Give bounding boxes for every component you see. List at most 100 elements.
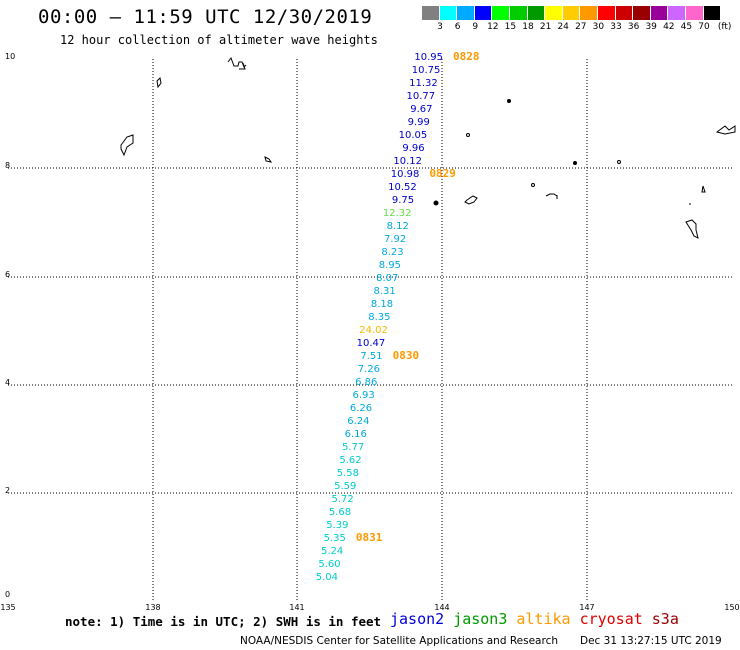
color-scale-label: 39 [645, 22, 657, 32]
color-scale-label: 27 [575, 22, 587, 32]
x-tick-label: 150 [724, 603, 740, 612]
color-scale-box [457, 6, 475, 20]
wave-height-label: 10.05 [398, 130, 428, 141]
color-scale-box [422, 6, 440, 20]
x-tick-label: 147 [579, 603, 595, 612]
color-scale-box [615, 6, 634, 20]
wave-height-label: 9.96 [402, 143, 425, 154]
wave-height-label: 6.86 [355, 377, 378, 388]
color-scale-box [650, 6, 669, 20]
legend-cryosat: cryosat [579, 610, 643, 628]
wave-height-label: 5.39 [326, 520, 349, 531]
color-scale-box [474, 6, 493, 20]
island-shape [617, 160, 621, 164]
wave-height-label: 5.68 [328, 507, 352, 518]
wave-height-label: 8.35 [368, 312, 391, 323]
x-tick-label: 144 [434, 603, 450, 612]
wave-height-label: 6.26 [349, 403, 373, 414]
island-shape [701, 185, 706, 193]
wave-height-label: 10.47 [356, 338, 386, 349]
y-tick-label: 6 [5, 270, 11, 279]
wave-height-label: 5.72 [331, 494, 354, 505]
wave-height-label: 7.51 [360, 351, 383, 362]
color-scale-label: 21 [539, 22, 552, 32]
island-shape [464, 195, 478, 205]
color-scale-box [492, 6, 510, 20]
color-scale-box [562, 6, 581, 20]
wave-height-label: 6.16 [344, 429, 367, 440]
island-shape [264, 156, 273, 163]
color-scale-box [580, 6, 598, 20]
color-scale-box [703, 6, 722, 20]
color-scale-box [668, 6, 686, 20]
island-shape [120, 134, 134, 157]
island-shape [685, 219, 699, 239]
island-shape [227, 56, 247, 70]
page-subtitle: 12 hour collection of altimeter wave hei… [60, 33, 378, 47]
color-scale-label: 33 [610, 22, 622, 32]
color-scale-label: 24 [557, 22, 569, 32]
wave-height-label: 8.07 [376, 273, 399, 284]
wave-height-label: 8.18 [370, 299, 394, 310]
wave-height-label: 10.52 [388, 182, 417, 193]
wave-height-label: 8.12 [386, 221, 409, 232]
wave-height-label: 10.12 [393, 156, 422, 167]
color-scale-label: 45 [680, 22, 693, 32]
island-shape [545, 193, 558, 199]
wave-height-label: 11.32 [409, 78, 438, 89]
timestamp-text: Dec 31 13:27:15 UTC 2019 [580, 635, 722, 647]
wave-height-label: 6.24 [347, 416, 370, 427]
wave-height-label: 10.75 [411, 65, 441, 76]
color-scale-label: 70 [698, 22, 710, 32]
y-tick-label: 0 [5, 590, 11, 599]
island-shape [715, 125, 736, 135]
island-shape [433, 200, 439, 206]
color-scale-label: 36 [627, 22, 640, 32]
wave-height-label: 12.32 [382, 208, 412, 219]
color-scale-box [509, 6, 528, 20]
color-scale-label: 6 [454, 22, 461, 32]
color-scale-box [685, 6, 704, 20]
legend-jason2: jason2 [390, 610, 445, 628]
color-scale-labels: 3 6 9 12 15 18 21 24 27 30 33 36 39 42 45 70 (ft) [422, 22, 740, 34]
color-scale-box [439, 6, 458, 20]
wave-height-label: 5.59 [334, 481, 357, 492]
island-shape [466, 133, 470, 137]
color-scale-label: 42 [663, 22, 675, 32]
wave-height-label: 9.75 [391, 195, 415, 206]
color-scale-box [545, 6, 563, 20]
wave-height-label: 5.35 [323, 533, 346, 544]
page-title: 00:00 – 11:59 UTC 12/30/2019 [38, 6, 373, 28]
wave-height-label: 8.31 [373, 286, 396, 297]
wave-height-label: 7.26 [357, 364, 380, 375]
note-text: note: 1) Time is in UTC; 2) SWH is in fe… [65, 614, 382, 629]
color-scale-label: 18 [522, 22, 534, 32]
color-scale-label: 30 [592, 22, 605, 32]
y-tick-label: 4 [5, 378, 11, 387]
color-scale-label: 9 [472, 22, 479, 32]
wave-height-label: 6.93 [352, 390, 375, 401]
wave-height-label: 5.77 [341, 442, 365, 453]
wave-height-label: 5.58 [336, 468, 359, 479]
island-shape [507, 99, 511, 103]
credit-text: NOAA/NESDIS Center for Satellite Applica… [240, 635, 558, 647]
y-tick-label: 10 [5, 52, 16, 61]
color-scale-bar [422, 6, 722, 20]
grid-lines [8, 59, 732, 600]
wave-height-label: 24.02 [359, 325, 388, 336]
color-scale-label: 12 [487, 22, 499, 32]
wave-height-label: 7.92 [383, 234, 407, 245]
wave-height-label: 5.60 [318, 559, 341, 570]
wave-height-label: 10.95 [414, 52, 443, 63]
wave-height-label: 5.24 [320, 546, 344, 557]
color-scale-unit: (ft) [717, 22, 732, 32]
wave-height-label: 9.67 [410, 104, 433, 115]
time-mark-label: 0831 [355, 531, 383, 544]
wave-height-label: 9.99 [407, 117, 430, 128]
color-scale-label: 3 [437, 22, 443, 32]
x-tick-label: 138 [145, 603, 161, 612]
island-outlines [120, 56, 736, 239]
time-mark-label: 0829 [429, 167, 456, 180]
wave-height-label: 10.77 [406, 91, 436, 102]
